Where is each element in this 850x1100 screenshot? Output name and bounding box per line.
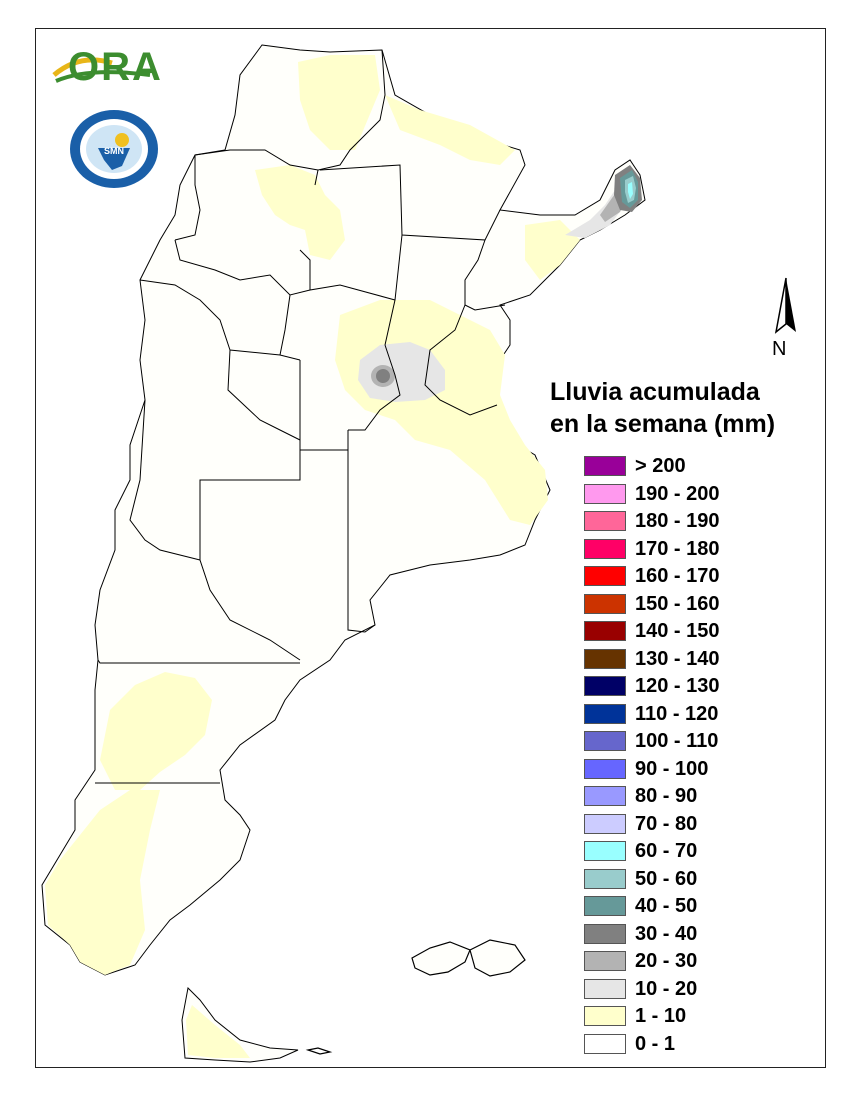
- legend-label: 100 - 110: [635, 730, 719, 752]
- legend-title-line-1: Lluvia acumulada: [550, 378, 760, 406]
- islas-malvinas: [411, 939, 526, 977]
- legend-label: 70 - 80: [635, 813, 698, 835]
- legend-swatch: [584, 1034, 626, 1054]
- legend-item: 90 - 100: [584, 758, 804, 783]
- legend-item: 150 - 160: [584, 593, 804, 618]
- legend-item: 60 - 70: [584, 840, 804, 865]
- legend-swatch: [584, 869, 626, 889]
- legend-swatch: [584, 759, 626, 779]
- legend-swatch: [584, 786, 626, 806]
- ora-logo-text: ORA: [68, 45, 163, 89]
- smn-seal-text: SMN: [104, 146, 124, 156]
- legend-item: 110 - 120: [584, 703, 804, 728]
- legend-item: > 200: [584, 455, 804, 480]
- province-borders: [95, 49, 506, 784]
- legend-title: Lluvia acumulada en la semana (mm): [550, 376, 775, 440]
- legend-item: 100 - 110: [584, 730, 804, 755]
- legend-swatch: [584, 1006, 626, 1026]
- legend-label: 180 - 190: [635, 510, 720, 532]
- ora-swoosh-icon: [52, 57, 151, 83]
- legend-item: 180 - 190: [584, 510, 804, 535]
- legend-swatch: [584, 924, 626, 944]
- legend-swatch: [584, 456, 626, 476]
- legend-swatch: [584, 841, 626, 861]
- legend-label: 1 - 10: [635, 1005, 687, 1027]
- legend-swatch: [584, 566, 626, 586]
- legend-label: 0 - 1: [635, 1033, 676, 1055]
- legend-swatch: [584, 951, 626, 971]
- legend-item: 0 - 1: [584, 1033, 804, 1058]
- legend-item: 20 - 30: [584, 950, 804, 975]
- legend-item: 50 - 60: [584, 868, 804, 893]
- legend-label: 190 - 200: [635, 483, 720, 505]
- legend-title-line-2: en la semana (mm): [550, 410, 776, 438]
- legend-item: 80 - 90: [584, 785, 804, 810]
- legend-item: 70 - 80: [584, 813, 804, 838]
- legend-item: 130 - 140: [584, 648, 804, 673]
- legend-label: 90 - 100: [635, 758, 709, 780]
- legend-item: 140 - 150: [584, 620, 804, 645]
- smn-logo: SMN: [68, 108, 160, 190]
- legend-label: 50 - 60: [635, 868, 698, 890]
- legend-swatch: [584, 676, 626, 696]
- legend-swatch: [584, 704, 626, 724]
- legend-label: 110 - 120: [635, 703, 719, 725]
- legend-label: 20 - 30: [635, 950, 698, 972]
- ora-logo: ORA: [50, 45, 163, 95]
- legend-swatch: [584, 594, 626, 614]
- islet: [305, 1047, 333, 1055]
- legend-swatch: [584, 814, 626, 834]
- legend-item: 10 - 20: [584, 978, 804, 1003]
- legend-swatch: [584, 621, 626, 641]
- legend-label: 140 - 150: [635, 620, 720, 642]
- legend-swatch: [584, 896, 626, 916]
- legend-label: 160 - 170: [635, 565, 720, 587]
- legend-label: 60 - 70: [635, 840, 698, 862]
- legend-item: 40 - 50: [584, 895, 804, 920]
- legend-item: 170 - 180: [584, 538, 804, 563]
- legend-swatch: [584, 649, 626, 669]
- legend-swatch: [584, 484, 626, 504]
- legend-swatch: [584, 539, 626, 559]
- legend-item: 120 - 130: [584, 675, 804, 700]
- legend-swatch: [584, 731, 626, 751]
- legend-label: 40 - 50: [635, 895, 698, 917]
- legend-item: 190 - 200: [584, 483, 804, 508]
- legend-label: 120 - 130: [635, 675, 720, 697]
- legend-item: 30 - 40: [584, 923, 804, 948]
- legend-label: > 200: [635, 455, 686, 477]
- legend-label: 10 - 20: [635, 978, 698, 1000]
- legend-item: 160 - 170: [584, 565, 804, 590]
- legend-label: 80 - 90: [635, 785, 698, 807]
- legend-item: 1 - 10: [584, 1005, 804, 1030]
- legend-label: 150 - 160: [635, 593, 720, 615]
- legend-swatch: [584, 511, 626, 531]
- north-arrow-icon: [774, 277, 796, 334]
- north-label: N: [772, 338, 787, 360]
- legend-label: 130 - 140: [635, 648, 720, 670]
- tierra-del-fuego-rain: [186, 1005, 250, 1058]
- legend-label: 30 - 40: [635, 923, 698, 945]
- legend-label: 170 - 180: [635, 538, 720, 560]
- smn-seal-icon: SMN: [70, 110, 158, 188]
- rain-40-70-zones: [614, 165, 642, 212]
- north-arrow: N: [758, 272, 808, 364]
- legend-swatch: [584, 979, 626, 999]
